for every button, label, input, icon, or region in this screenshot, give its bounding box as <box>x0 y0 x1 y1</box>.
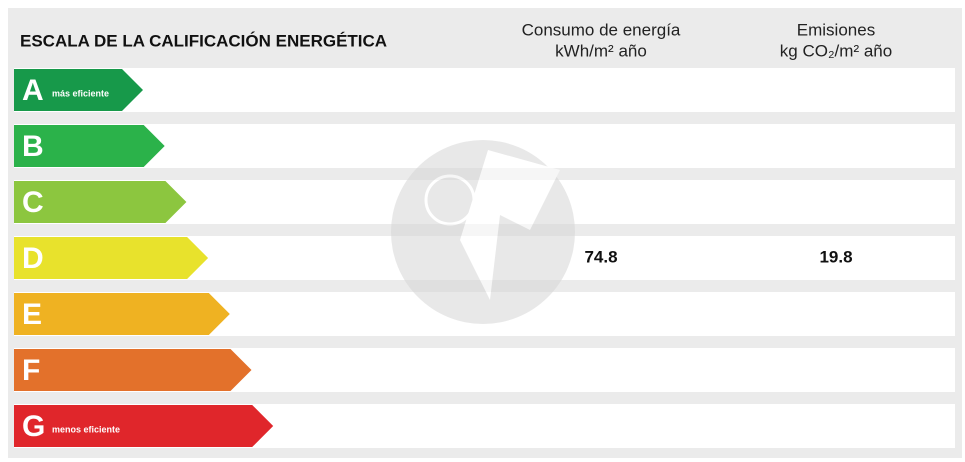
row-strip <box>14 68 955 112</box>
rating-note: menos eficiente <box>52 424 120 434</box>
rating-arrow <box>14 293 230 335</box>
rating-letter: A <box>22 74 44 107</box>
rating-letter: B <box>22 130 44 163</box>
rating-arrow <box>14 405 274 447</box>
rating-arrow <box>14 349 252 391</box>
column-unit: kWh/m² año <box>555 41 647 60</box>
rating-arrow <box>14 237 209 279</box>
title: ESCALA DE LA CALIFICACIÓN ENERGÉTICA <box>20 31 387 50</box>
rating-letter: F <box>22 354 40 387</box>
rating-letter: G <box>22 410 45 443</box>
rating-arrow <box>14 125 165 167</box>
rating-letter: C <box>22 186 44 219</box>
emissions-value: 19.8 <box>819 247 852 266</box>
consumption-value: 74.8 <box>584 247 617 266</box>
rating-note: más eficiente <box>52 88 109 98</box>
column-header: Emisiones <box>797 20 875 39</box>
rating-arrow <box>14 69 143 111</box>
rating-arrow <box>14 181 187 223</box>
watermark <box>391 140 575 324</box>
column-header: Consumo de energía <box>522 20 681 39</box>
rating-letter: D <box>22 242 44 275</box>
column-unit: kg CO₂/m² año <box>780 41 892 60</box>
rating-letter: E <box>22 298 42 331</box>
